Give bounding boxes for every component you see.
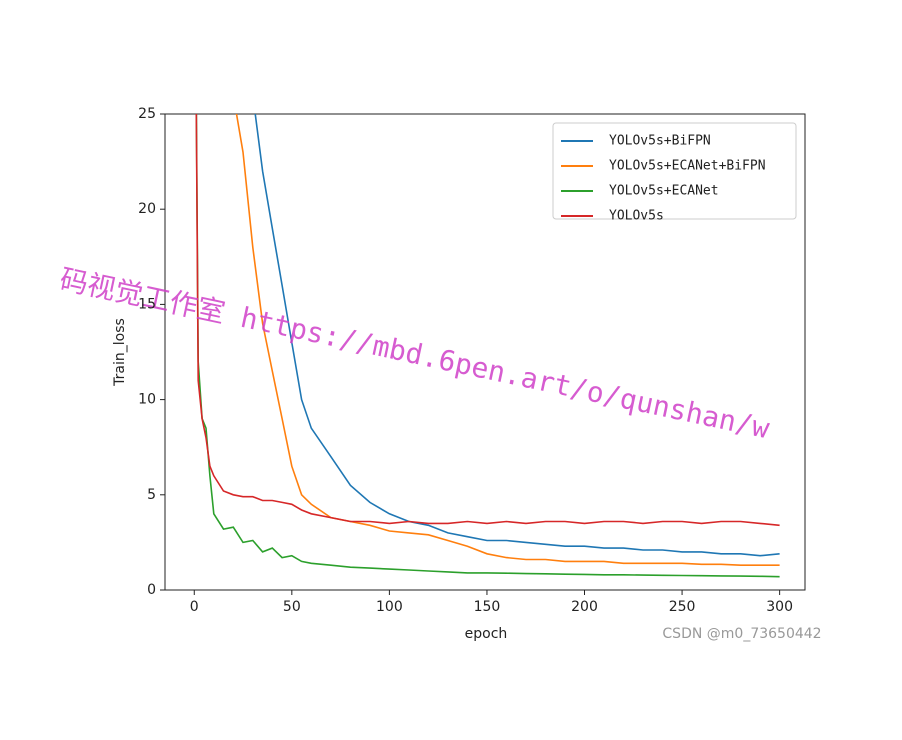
y-tick-label: 0 [147,582,156,598]
x-tick-label: 100 [376,599,403,615]
x-tick-label: 300 [766,599,793,615]
x-tick-label: 150 [474,599,501,615]
credit: CSDN @m0_73650442 [662,626,821,642]
legend-label: YOLOv5s+ECANet+BiFPN [609,159,766,174]
x-tick-label: 50 [283,599,301,615]
x-tick-label: 250 [669,599,696,615]
watermark: 码视觉工作室 https://mbd.6pen.art/o/qunshan/w [57,262,772,445]
legend-box [552,122,797,220]
y-axis-label: Train_loss [112,318,128,387]
plot-area [195,114,780,578]
series-line [235,114,780,566]
legend-label: YOLOv5s+ECANet [609,184,719,199]
series-line [254,114,780,557]
x-tick-label: 0 [190,599,199,615]
y-tick-label: 5 [147,487,156,503]
y-tick-label: 15 [138,296,156,312]
legend-label: YOLOv5s [609,209,664,224]
plot-frame [164,113,806,591]
y-tick-label: 25 [138,106,156,122]
legend-label: YOLOv5s+BiFPN [609,134,711,149]
x-axis-label: epoch [465,626,508,642]
y-tick-label: 20 [138,201,156,217]
y-tick-label: 10 [138,392,156,408]
x-tick-label: 200 [571,599,598,615]
series-line [195,114,780,527]
series-line [195,114,780,578]
